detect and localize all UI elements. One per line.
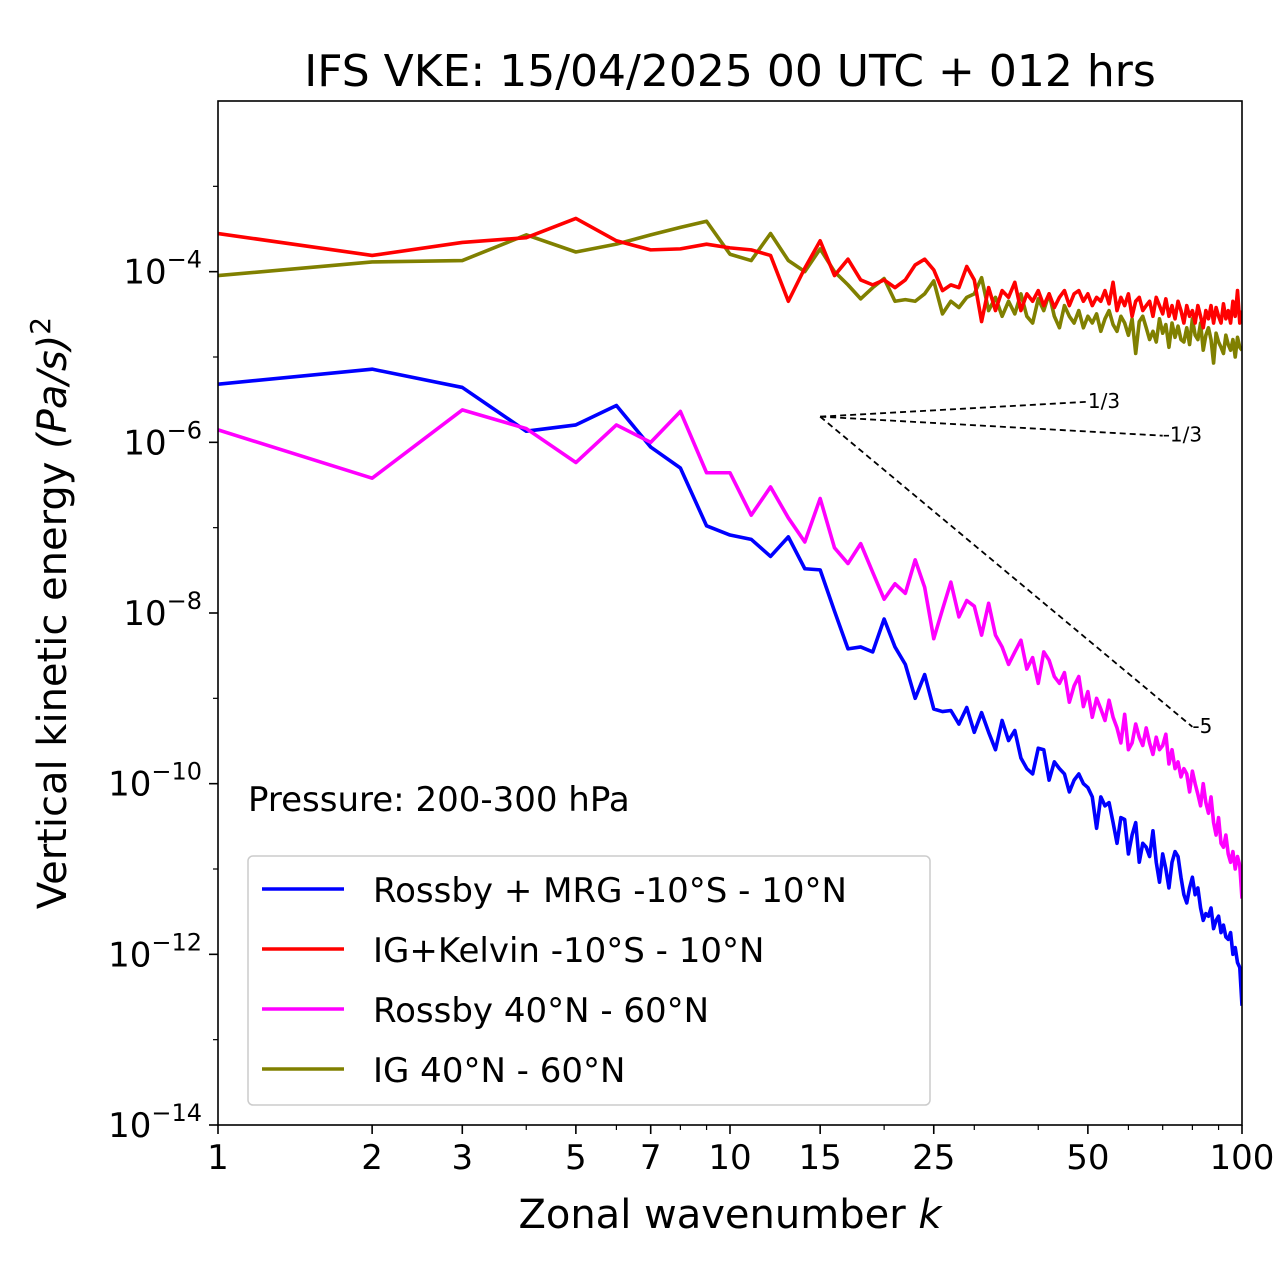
x-tick-label: 25	[912, 1138, 955, 1178]
legend-label: IG+Kelvin -10°S - 10°N	[373, 931, 764, 971]
slope-label: 1/3	[1088, 389, 1120, 413]
x-tick-label: 7	[640, 1138, 662, 1178]
series-line	[218, 219, 1242, 365]
x-tick-label: 2	[361, 1138, 383, 1178]
slope-reference-lines	[819, 400, 1193, 728]
pressure-annotation: Pressure: 200-300 hPa	[248, 780, 630, 820]
y-tick-label: 10−8	[123, 587, 202, 634]
y-tick-label: 10−12	[108, 928, 202, 975]
x-tick-label: 100	[1210, 1138, 1275, 1178]
y-tick-label: 10−4	[123, 246, 202, 293]
slope-label: -5	[1192, 714, 1212, 738]
y-tick-label: 10−14	[108, 1099, 202, 1146]
chart-title: IFS VKE: 15/04/2025 00 UTC + 012 hrs	[304, 46, 1156, 97]
y-axis-label-unit: (Pa/s)	[30, 335, 76, 449]
x-axis-label-var: k	[918, 1192, 943, 1238]
series-line	[218, 408, 1242, 899]
series-line	[218, 367, 1242, 1006]
slope-line	[820, 415, 1163, 437]
legend-label: Rossby + MRG -10°S - 10°N	[373, 871, 847, 911]
x-tick-label: 1	[207, 1138, 229, 1178]
x-tick-label: 15	[799, 1138, 842, 1178]
legend-box	[247, 855, 931, 1106]
slope-labels: 1/3 -1/3 -5	[1088, 389, 1212, 738]
legend: Rossby + MRG -10°S - 10°N IG+Kelvin -10°S…	[247, 855, 931, 1106]
y-axis-label-power: 2	[24, 317, 57, 335]
slope-line	[820, 400, 1088, 418]
x-tick-label: 3	[451, 1138, 473, 1178]
x-axis-label: Zonal wavenumber k	[518, 1192, 943, 1238]
slope-label: -1/3	[1163, 423, 1202, 447]
series-line	[218, 216, 1242, 330]
legend-label: IG 40°N - 60°N	[373, 1051, 625, 1091]
x-axis: 1 2 3 5 7 10 15 25 50 100	[207, 1125, 1274, 1178]
x-axis-label-text: Zonal wavenumber	[518, 1192, 906, 1238]
slope-line	[819, 415, 1193, 728]
x-tick-label: 5	[565, 1138, 587, 1178]
series-lines	[218, 216, 1242, 1006]
y-axis-label: Vertical kinetic energy (Pa/s)2	[24, 317, 76, 909]
y-tick-label: 10−10	[108, 758, 202, 805]
legend-label: Rossby 40°N - 60°N	[373, 991, 709, 1031]
x-tick-label: 10	[708, 1138, 751, 1178]
x-tick-label: 50	[1066, 1138, 1109, 1178]
y-tick-label: 10−6	[123, 416, 202, 463]
y-axis-label-text: Vertical kinetic energy	[30, 462, 76, 910]
y-axis: 10−4 10−6 10−8 10−10 10−12 10−14	[108, 185, 218, 1146]
